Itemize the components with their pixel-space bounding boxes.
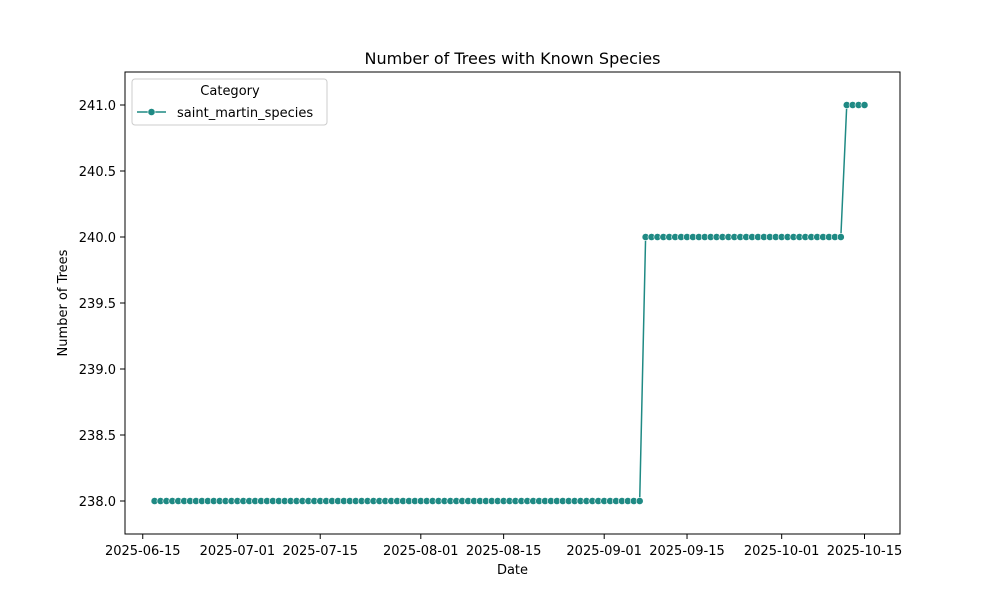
legend-title: Category — [200, 84, 260, 99]
legend-series-marker — [147, 108, 156, 116]
y-tick-label: 240.5 — [79, 165, 116, 180]
x-tick-label: 2025-10-01 — [744, 544, 820, 559]
y-tick-label: 238.5 — [79, 429, 116, 444]
x-tick-label: 2025-10-15 — [827, 544, 903, 559]
x-axis: 2025-06-15 2025-07-01 2025-07-15 2025-08-01… — [105, 534, 902, 559]
y-tick-label: 239.5 — [79, 297, 116, 312]
x-tick-label: 2025-07-15 — [282, 544, 358, 559]
data-point — [836, 233, 845, 241]
y-tick-label: 239.0 — [79, 363, 116, 378]
legend: Category saint_martin_species — [131, 78, 328, 126]
x-tick-label: 2025-08-01 — [383, 544, 459, 559]
y-axis: 238.0 238.5 239.0 239.5 240.0 240.5 241.0 — [79, 99, 125, 510]
data-point — [860, 101, 869, 109]
x-axis-label: Date — [497, 563, 528, 578]
y-tick-label: 238.0 — [79, 495, 116, 510]
legend-series-label: saint_martin_species — [177, 106, 313, 121]
y-tick-label: 240.0 — [79, 231, 116, 246]
x-tick-label: 2025-09-01 — [566, 544, 642, 559]
x-tick-label: 2025-07-01 — [200, 544, 276, 559]
y-tick-label: 241.0 — [79, 99, 116, 114]
data-point — [635, 497, 644, 505]
x-tick-label: 2025-08-15 — [466, 544, 542, 559]
series-layer — [150, 101, 869, 505]
chart-title: Number of Trees with Known Species — [365, 49, 661, 68]
legend-box — [131, 78, 328, 126]
x-tick-label: 2025-06-15 — [105, 544, 181, 559]
y-axis-label: Number of Trees — [56, 249, 71, 356]
x-tick-label: 2025-09-15 — [649, 544, 725, 559]
